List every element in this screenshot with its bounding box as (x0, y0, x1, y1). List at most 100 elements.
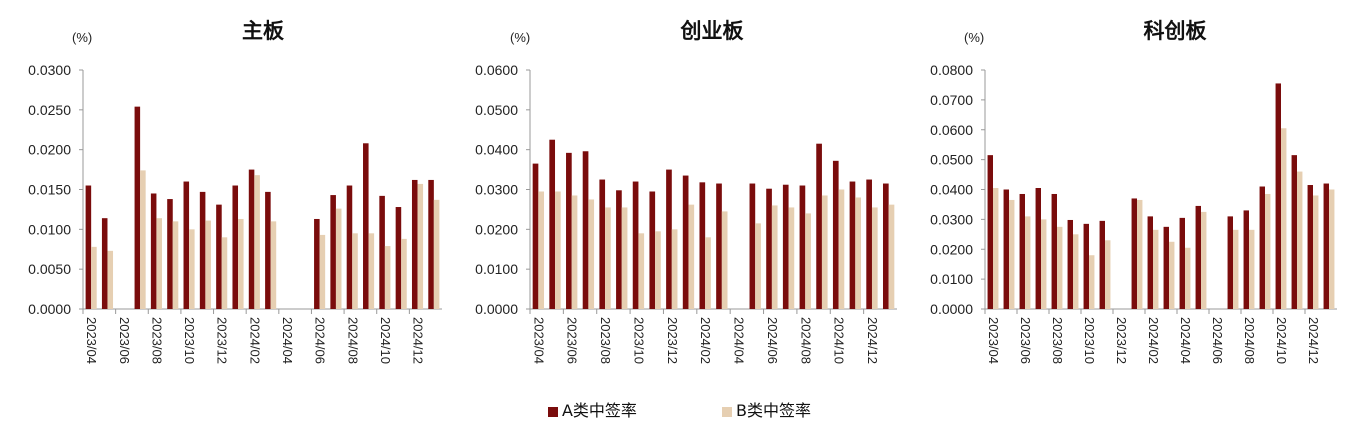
y-tick-label: 0.0100 (475, 261, 518, 277)
x-tick-label: 2024/02 (247, 317, 262, 364)
bar-b (1089, 255, 1095, 309)
bar-b (671, 229, 678, 309)
x-tick-label: 2023/10 (631, 317, 646, 364)
bar-b (1169, 241, 1175, 309)
bar-b (705, 237, 711, 309)
bar-a (265, 191, 271, 309)
chart-title: 主板 (242, 19, 285, 43)
bar-b (352, 233, 358, 309)
bar-a (816, 143, 822, 309)
y-unit-label: (%) (72, 30, 92, 45)
bar-a (616, 190, 622, 309)
bar-b (1009, 199, 1015, 309)
y-tick-label: 0.0500 (930, 152, 973, 168)
bar-a (532, 163, 539, 309)
bar-b (140, 170, 146, 309)
bar-b (788, 207, 795, 309)
bar-a (85, 185, 92, 309)
bar-b (821, 195, 828, 309)
bar-b (433, 199, 440, 309)
bar-b (655, 231, 661, 309)
bar-a (248, 169, 255, 309)
bar-a (549, 139, 556, 309)
x-tick-label: 2023/06 (1018, 317, 1033, 364)
legend-swatch-b (722, 406, 733, 417)
y-unit-label: (%) (510, 30, 530, 45)
y-tick-label: 0.0400 (475, 142, 518, 158)
bar-b (755, 223, 761, 309)
bar-a (183, 181, 190, 309)
bar-a (599, 179, 606, 309)
bar-a (216, 204, 222, 309)
bar-b (605, 207, 611, 309)
bar-a (782, 184, 789, 309)
y-tick-label: 0.0150 (28, 182, 71, 198)
x-tick-label: 2024/06 (1210, 317, 1225, 364)
y-tick-label: 0.0500 (475, 102, 518, 118)
bar-b (555, 191, 561, 309)
bar-b (368, 233, 375, 309)
bar-b (1041, 219, 1047, 309)
x-tick-label: 2023/12 (1114, 317, 1129, 364)
bar-a (1307, 185, 1313, 309)
bar-b (335, 208, 342, 309)
chart-title: 科创板 (1144, 19, 1208, 43)
x-tick-label: 2023/04 (84, 317, 99, 364)
x-tick-label: 2024/08 (345, 317, 360, 364)
bar-a (395, 207, 402, 309)
bar-b (1185, 247, 1191, 309)
bar-b (1025, 216, 1031, 309)
bar-a (1259, 186, 1265, 309)
bar-b (319, 234, 326, 309)
bar-a (363, 143, 369, 309)
legend-item-a: A类中签率 (547, 397, 637, 421)
bar-a (314, 218, 320, 309)
x-tick-label: 2024/02 (1146, 317, 1161, 364)
bar-a (566, 152, 572, 309)
bar-b (1249, 229, 1255, 309)
bar-a (101, 218, 108, 309)
legend-label-b: B类中签率 (736, 401, 812, 420)
bar-a (749, 183, 756, 309)
bar-a (882, 183, 889, 309)
bar-b (571, 195, 578, 309)
bar-b (855, 197, 861, 309)
x-tick-label: 2024/06 (313, 317, 328, 364)
x-tick-label: 2023/08 (1050, 317, 1065, 364)
y-tick-label: 0.0400 (930, 182, 973, 198)
bar-b (538, 191, 545, 309)
y-tick-label: 0.0000 (475, 301, 518, 317)
bar-b (221, 237, 228, 309)
bar-a (1195, 205, 1201, 309)
y-tick-label: 0.0600 (930, 122, 973, 138)
bar-b (1105, 240, 1111, 309)
x-tick-label: 2024/10 (1274, 317, 1289, 364)
bar-b (805, 213, 811, 309)
bar-a (150, 193, 157, 309)
bar-b (1265, 193, 1271, 309)
bar-a (866, 179, 872, 309)
x-tick-label: 2023/12 (215, 317, 230, 364)
x-tick-label: 2023/08 (149, 317, 164, 364)
bar-a (1147, 216, 1153, 309)
bar-a (1163, 226, 1169, 309)
bar-b (1313, 195, 1319, 309)
bar-a (1243, 210, 1249, 309)
bar-a (167, 199, 173, 309)
bar-a (1275, 83, 1281, 309)
bar-b (401, 238, 407, 309)
bar-a (1003, 189, 1009, 309)
bar-a (1067, 219, 1073, 309)
bar-b (1233, 229, 1239, 309)
y-tick-label: 0.0050 (28, 261, 71, 277)
x-tick-label: 2024/04 (732, 317, 747, 364)
bar-b (1073, 234, 1079, 309)
charts-canvas: 主板 (%) 0.0000 0.0050 0.0100 0.0150 0.0200 0.025… (28, 19, 1337, 364)
y-tick-label: 0.0100 (28, 221, 71, 237)
x-tick-label: 2024/04 (1178, 317, 1193, 364)
bar-b (254, 175, 260, 309)
bar-b (993, 188, 999, 309)
bar-b (888, 204, 895, 309)
y-tick-label: 0.0300 (930, 211, 973, 227)
y-tick-label: 0.0800 (930, 62, 973, 78)
